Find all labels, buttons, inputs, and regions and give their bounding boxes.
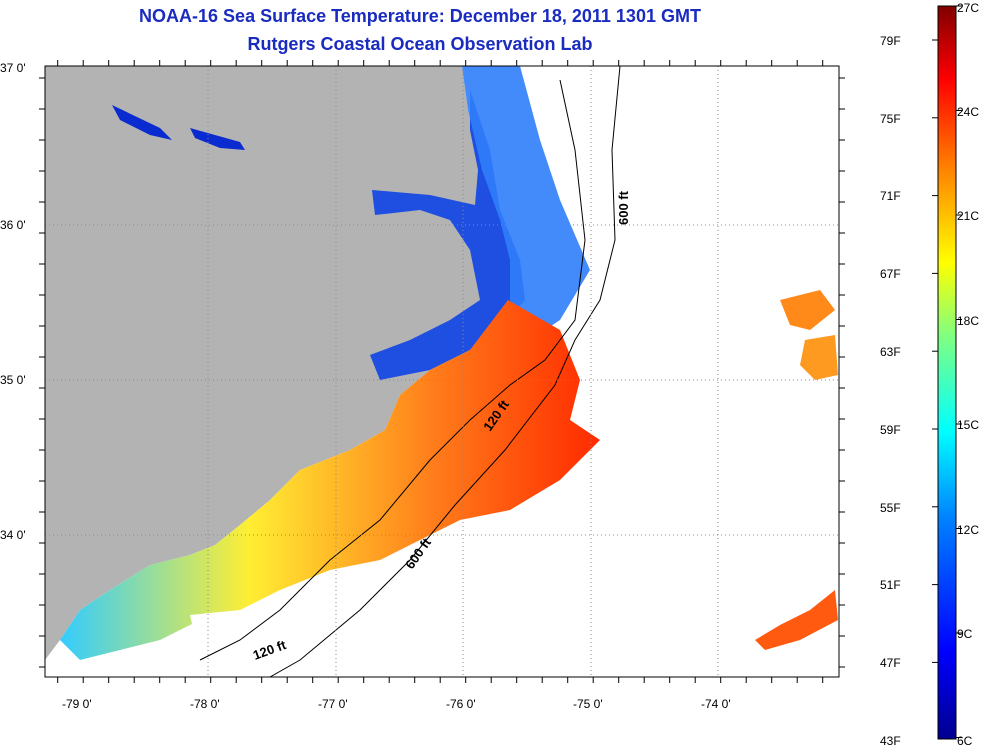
lon-label: -75 0': [573, 697, 603, 711]
lon-label: -78 0': [190, 697, 220, 711]
contour-600ft: [269, 66, 621, 677]
land-mass: [45, 66, 510, 660]
colorbar-c-label: 9C: [957, 627, 973, 641]
colorbar-f-label: 43F: [880, 734, 901, 748]
contour-120ft: [199, 79, 586, 661]
lon-label: -77 0': [318, 697, 348, 711]
warm-patch: [755, 590, 838, 650]
contour-label: 600 ft: [616, 190, 631, 225]
warm-patch: [780, 290, 835, 330]
colorbar-ticks: [932, 5, 962, 738]
colorbar-c-label: 27C: [957, 1, 979, 15]
colorbar-c-label: 6C: [957, 734, 973, 748]
colorbar-f-label: 71F: [880, 189, 901, 203]
map-title: NOAA-16 Sea Surface Temperature: Decembe…: [139, 6, 701, 26]
cool-water: [462, 66, 590, 340]
colorbar-f-label: 47F: [880, 656, 901, 670]
map-subtitle: Rutgers Coastal Ocean Observation Lab: [247, 34, 593, 54]
colorbar-f-label: 75F: [880, 112, 901, 126]
colorbar-f-label: 79F: [880, 34, 901, 48]
lat-label: 36 0': [0, 218, 26, 232]
graticule: [45, 66, 839, 677]
warm-patch: [800, 335, 838, 380]
lat-label: 37 0': [0, 61, 26, 75]
colorbar-f-label: 63F: [880, 345, 901, 359]
colorbar-f-label: 51F: [880, 578, 901, 592]
sound-water: [112, 105, 245, 150]
lat-label: 35 0': [0, 373, 26, 387]
colorbar-c-label: 15C: [957, 418, 979, 432]
lon-label: -74 0': [701, 697, 731, 711]
lon-label: -79 0': [62, 697, 92, 711]
colorbar-c-label: 24C: [957, 105, 979, 119]
colorbar: [937, 5, 957, 740]
axis-ticks: [39, 60, 845, 683]
lon-label: -76 0': [446, 697, 476, 711]
colorbar-c-label: 18C: [957, 314, 979, 328]
colorbar-f-label: 55F: [880, 501, 901, 515]
cloud-patch: [190, 610, 300, 660]
lat-label: 34 0': [0, 528, 26, 542]
map-frame: [44, 65, 840, 678]
colorbar-c-label: 12C: [957, 523, 979, 537]
colorbar-f-label: 67F: [880, 267, 901, 281]
shelf-water: [60, 300, 600, 660]
colorbar-c-label: 21C: [957, 209, 979, 223]
colorbar-f-label: 59F: [880, 423, 901, 437]
